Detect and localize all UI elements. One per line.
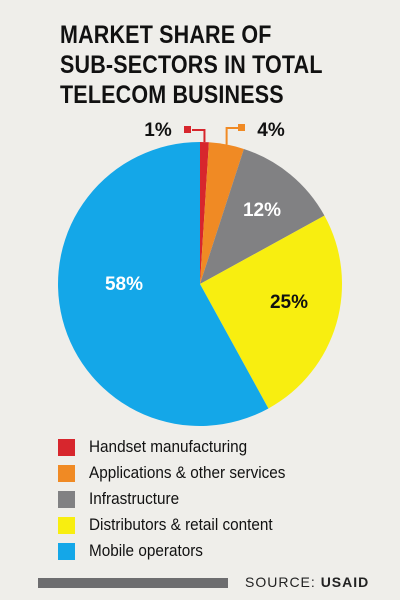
source-credit: SOURCE: USAID (245, 574, 369, 590)
legend: Handset manufacturing Applications & oth… (58, 434, 307, 564)
leader-line-applications (225, 127, 238, 145)
legend-label: Handset manufacturing (89, 437, 248, 456)
data-label-distributors: 25% (270, 292, 308, 313)
source-name: USAID (320, 574, 370, 590)
legend-item-distributors: Distributors & retail content (58, 512, 307, 538)
pie-slice-mobile-operators (58, 142, 269, 427)
legend-label: Infrastructure (89, 489, 180, 508)
pie-slice-distributors (200, 215, 343, 409)
pie-chart: 1% 4% 12% 25% 58% (58, 120, 343, 427)
source-bar (38, 578, 228, 588)
legend-label: Mobile operators (89, 541, 203, 560)
data-label-handset: 1% (144, 120, 172, 141)
legend-swatch (58, 464, 75, 482)
data-label-applications: 4% (257, 120, 285, 141)
chart-title: MARKET SHARE OF SUB-SECTORS IN TOTAL TEL… (60, 20, 335, 110)
legend-swatch (58, 490, 75, 508)
pie-slice-infrastructure (200, 148, 325, 284)
legend-item-infrastructure: Infrastructure (58, 486, 307, 512)
data-label-infrastructure: 12% (243, 200, 281, 221)
leader-line-handset (192, 129, 206, 143)
legend-label: Applications & other services (89, 463, 286, 482)
legend-item-applications: Applications & other services (58, 460, 307, 486)
pie-slice-handset (200, 142, 209, 284)
leader-marker-applications (238, 124, 245, 131)
title-line-2: SUB-SECTORS IN TOTAL (60, 51, 323, 79)
legend-swatch (58, 516, 75, 534)
legend-swatch (58, 542, 75, 560)
legend-swatch (58, 438, 75, 456)
data-label-mobile-operators: 58% (105, 274, 143, 295)
leader-marker-handset (184, 126, 191, 133)
source-prefix: SOURCE: (245, 574, 316, 590)
title-line-1: MARKET SHARE OF (60, 21, 272, 49)
pie-slice-applications (200, 142, 244, 284)
legend-label: Distributors & retail content (89, 515, 273, 534)
legend-item-handset: Handset manufacturing (58, 434, 307, 460)
legend-item-mobile-operators: Mobile operators (58, 538, 307, 564)
title-line-3: TELECOM BUSINESS (60, 81, 284, 109)
